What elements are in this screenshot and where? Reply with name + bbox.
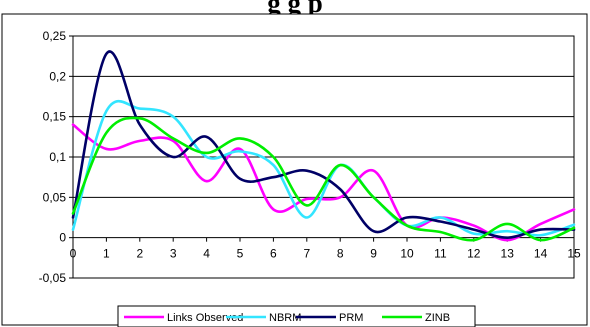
y-tick-label: -0,05 [39, 271, 67, 285]
x-tick-label: 1 [103, 247, 110, 261]
legend: Links Observed NBRM PRM ZINB [117, 305, 476, 327]
axes: 0,250,20,150,10,050-0,050 1 2 3 4 5 6 7 8 9 10 11 12… [39, 29, 581, 285]
x-tick-label: 10 [400, 247, 414, 261]
x-tick-label: 12 [467, 247, 481, 261]
series-line-prm [71, 50, 576, 239]
y-tick-label: 0,05 [43, 190, 67, 204]
series-line-zinb [71, 116, 576, 242]
x-tick-label: 3 [170, 247, 177, 261]
x-tick-label: 11 [434, 247, 447, 261]
legend-label-nbrm: NBRM [269, 312, 301, 324]
x-tick-label: 4 [203, 247, 210, 261]
legend-label-links-observed: Links Observed [167, 312, 243, 324]
x-tick-label: 5 [237, 247, 244, 261]
x-tick-label: 15 [567, 247, 581, 261]
x-tick-label: 0 [70, 247, 77, 261]
legend-label-prm: PRM [339, 312, 363, 324]
x-tick-label: 13 [501, 247, 515, 261]
y-tick-label: 0,25 [43, 29, 67, 43]
x-tick-label: 6 [270, 247, 277, 261]
y-tick-label: 0,1 [49, 150, 66, 164]
chart-title-area: g g p [0, 0, 590, 14]
y-tick-label: 0 [59, 231, 66, 245]
x-tick-label: 8 [337, 247, 344, 261]
chart-title: g g p [0, 0, 590, 14]
x-tick-label: 2 [136, 247, 143, 261]
y-tick-label: 0,15 [43, 110, 67, 124]
x-tick-label: 14 [534, 247, 548, 261]
y-tick-label: 0,2 [49, 69, 66, 83]
gridlines [73, 35, 574, 279]
legend-label-zinb: ZINB [425, 312, 450, 324]
series-lines [71, 50, 576, 242]
x-tick-label: 9 [370, 247, 377, 261]
x-tick-label: 7 [303, 247, 310, 261]
